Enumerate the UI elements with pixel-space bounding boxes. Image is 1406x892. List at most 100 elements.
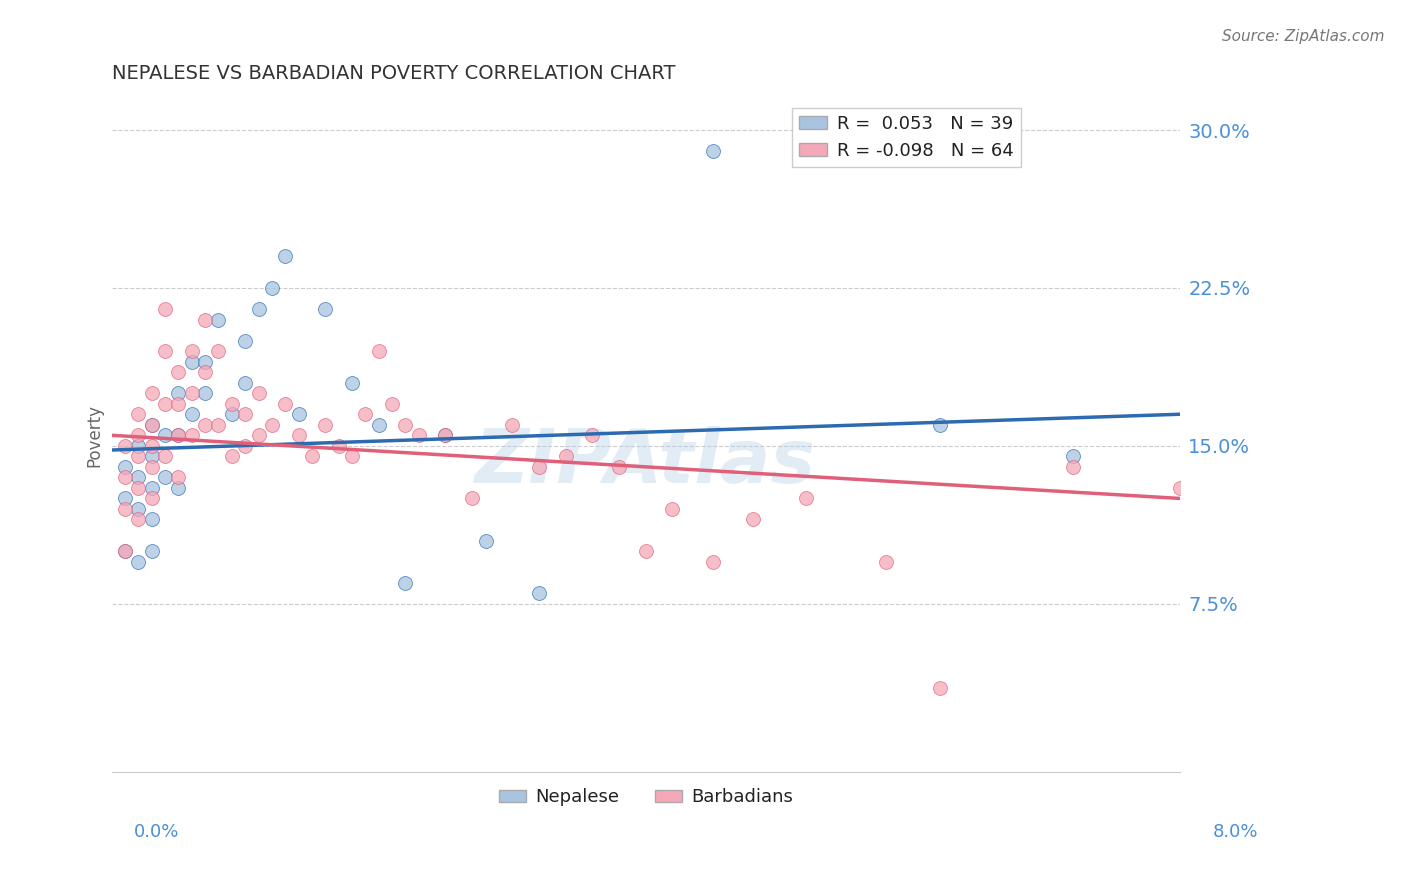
Point	[127, 470, 149, 484]
Text: 0.0%: 0.0%	[134, 822, 179, 840]
Point	[114, 459, 136, 474]
Point	[141, 417, 163, 432]
Point	[114, 502, 136, 516]
Point	[153, 428, 176, 442]
Point	[554, 450, 576, 464]
Point	[207, 344, 229, 359]
Point	[141, 386, 163, 401]
Point	[287, 407, 309, 421]
Point	[194, 365, 217, 379]
Point	[194, 312, 217, 326]
Text: 8.0%: 8.0%	[1213, 822, 1258, 840]
Point	[127, 512, 149, 526]
Point	[127, 481, 149, 495]
Point	[527, 586, 550, 600]
Point	[581, 428, 603, 442]
Point	[167, 481, 190, 495]
Point	[221, 407, 243, 421]
Point	[221, 397, 243, 411]
Point	[314, 417, 336, 432]
Point	[141, 544, 163, 558]
Point	[141, 459, 163, 474]
Point	[127, 502, 149, 516]
Point	[527, 459, 550, 474]
Point	[233, 439, 256, 453]
Point	[114, 544, 136, 558]
Point	[114, 439, 136, 453]
Text: Source: ZipAtlas.com: Source: ZipAtlas.com	[1222, 29, 1385, 44]
Point	[607, 459, 630, 474]
Point	[194, 354, 217, 368]
Point	[207, 312, 229, 326]
Point	[260, 417, 283, 432]
Point	[114, 491, 136, 506]
Point	[233, 376, 256, 390]
Point	[180, 428, 202, 442]
Point	[354, 407, 377, 421]
Point	[233, 334, 256, 348]
Point	[434, 428, 457, 442]
Point	[340, 450, 363, 464]
Point	[702, 555, 724, 569]
Point	[367, 344, 389, 359]
Point	[153, 344, 176, 359]
Point	[247, 301, 270, 316]
Point	[167, 428, 190, 442]
Point	[634, 544, 657, 558]
Point	[194, 417, 217, 432]
Point	[167, 470, 190, 484]
Point	[141, 450, 163, 464]
Point	[167, 386, 190, 401]
Point	[114, 470, 136, 484]
Point	[153, 450, 176, 464]
Point	[1062, 459, 1084, 474]
Point	[221, 450, 243, 464]
Point	[153, 301, 176, 316]
Point	[141, 439, 163, 453]
Point	[141, 491, 163, 506]
Point	[328, 439, 350, 453]
Point	[141, 481, 163, 495]
Point	[875, 555, 897, 569]
Point	[394, 417, 416, 432]
Point	[381, 397, 404, 411]
Point	[180, 354, 202, 368]
Text: ZIPAtlas: ZIPAtlas	[475, 425, 817, 499]
Point	[127, 428, 149, 442]
Point	[141, 512, 163, 526]
Point	[180, 386, 202, 401]
Y-axis label: Poverty: Poverty	[86, 404, 103, 467]
Point	[928, 681, 950, 695]
Point	[153, 470, 176, 484]
Point	[794, 491, 817, 506]
Point	[233, 407, 256, 421]
Point	[260, 281, 283, 295]
Text: NEPALESE VS BARBADIAN POVERTY CORRELATION CHART: NEPALESE VS BARBADIAN POVERTY CORRELATIO…	[111, 64, 675, 83]
Point	[127, 439, 149, 453]
Point	[394, 575, 416, 590]
Point	[167, 428, 190, 442]
Point	[167, 397, 190, 411]
Point	[127, 450, 149, 464]
Legend: Nepalese, Barbadians: Nepalese, Barbadians	[492, 781, 800, 814]
Point	[367, 417, 389, 432]
Point	[1168, 481, 1191, 495]
Point	[434, 428, 457, 442]
Point	[741, 512, 763, 526]
Point	[340, 376, 363, 390]
Point	[247, 428, 270, 442]
Point	[247, 386, 270, 401]
Point	[408, 428, 430, 442]
Point	[501, 417, 523, 432]
Point	[127, 555, 149, 569]
Point	[114, 544, 136, 558]
Point	[461, 491, 484, 506]
Point	[194, 386, 217, 401]
Point	[127, 407, 149, 421]
Point	[180, 344, 202, 359]
Point	[207, 417, 229, 432]
Point	[153, 397, 176, 411]
Point	[274, 249, 297, 263]
Point	[1062, 450, 1084, 464]
Point	[702, 144, 724, 158]
